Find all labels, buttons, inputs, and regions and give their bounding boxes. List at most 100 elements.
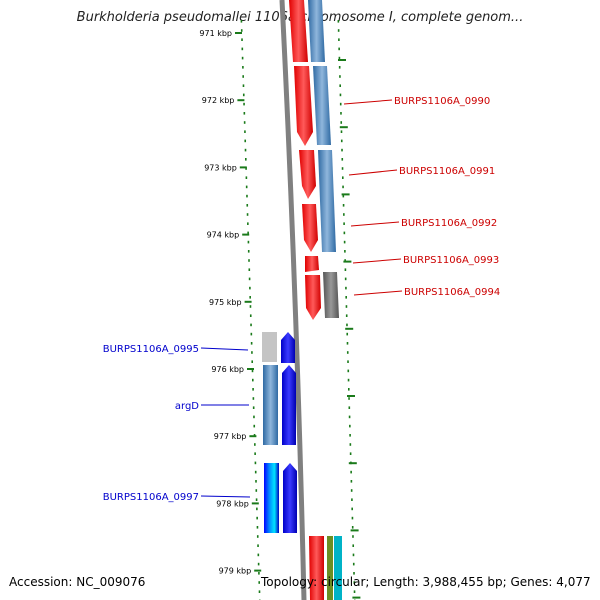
- gene-red-0993[interactable]: [305, 256, 319, 272]
- ring-dot: [349, 452, 352, 455]
- gene-labels: BURPS1106A_0990 BURPS1106A_0991 BURPS1106A…: [103, 96, 501, 503]
- ring-dot: [350, 489, 353, 492]
- inner-dotted-ring: [240, 20, 261, 600]
- ring-dot: [257, 544, 259, 547]
- ring-dot: [254, 443, 256, 446]
- ring-dot: [247, 250, 250, 253]
- gene-label[interactable]: BURPS1106A_0995: [103, 344, 199, 355]
- ring-dot: [352, 562, 355, 566]
- label-leader-line: [350, 221, 400, 227]
- ring-dot: [257, 553, 260, 557]
- ring-dot: [247, 240, 250, 244]
- gene-red-0994[interactable]: [305, 275, 321, 320]
- gene-red-0992[interactable]: [302, 204, 318, 252]
- gene-blue-0995[interactable]: [281, 332, 295, 363]
- ring-dot: [347, 388, 350, 391]
- ring-dot: [243, 112, 246, 115]
- ring-dot: [342, 204, 345, 207]
- ring-dot: [346, 323, 348, 327]
- ring-dot: [352, 535, 354, 538]
- ring-dot: [349, 434, 351, 437]
- ring-dot: [256, 507, 258, 511]
- gene-label[interactable]: BURPS1106A_0993: [403, 255, 499, 266]
- label-leader-line: [353, 290, 403, 296]
- gene-steel-b[interactable]: [313, 66, 331, 145]
- ring-dot: [337, 20, 340, 23]
- gene-label[interactable]: BURPS1106A_0994: [404, 287, 500, 298]
- tick-label: 974 kbp: [207, 231, 240, 240]
- ring-dot: [343, 231, 346, 235]
- ring-dot: [350, 470, 352, 474]
- ring-dot: [240, 20, 243, 23]
- ring-dot: [340, 139, 343, 143]
- ring-dot: [242, 93, 245, 97]
- ring-dot: [245, 158, 247, 161]
- ring-dot: [348, 415, 351, 419]
- ring-dot: [338, 56, 341, 60]
- gene-label[interactable]: argD: [175, 401, 199, 412]
- forward-genes: [289, 0, 342, 600]
- ring-dot: [352, 544, 355, 547]
- ring-dot: [247, 222, 249, 225]
- ring-dot: [241, 56, 244, 60]
- ring-dot: [340, 121, 343, 124]
- ring-dot: [245, 176, 248, 179]
- ring-dot: [253, 424, 256, 428]
- ring-dot: [348, 406, 351, 409]
- gene-label[interactable]: BURPS1106A_0991: [399, 166, 495, 177]
- ring-dot: [349, 424, 351, 428]
- gene-red-0991[interactable]: [299, 150, 316, 199]
- gene-olive-lower[interactable]: [327, 536, 333, 600]
- ring-dot: [346, 351, 349, 354]
- tick-label: 978 kbp: [216, 499, 249, 508]
- ring-dot: [344, 250, 346, 253]
- tick-label: 977 kbp: [214, 432, 247, 441]
- ring-dot: [243, 121, 246, 124]
- ring-dot: [349, 443, 352, 446]
- gene-steel-argD[interactable]: [263, 365, 278, 445]
- gene-cyan-lower[interactable]: [334, 536, 342, 600]
- gene-lightgray-0995[interactable]: [262, 332, 277, 362]
- gene-blue-argD[interactable]: [282, 365, 296, 445]
- gene-red-0990[interactable]: [289, 0, 308, 62]
- ring-dot: [351, 498, 353, 501]
- tick-label: 973 kbp: [204, 163, 237, 172]
- ring-dot: [249, 314, 252, 317]
- ring-dot: [254, 461, 257, 465]
- ring-dot: [252, 397, 255, 400]
- ring-dot: [350, 480, 353, 483]
- gene-label[interactable]: BURPS1106A_0997: [103, 492, 199, 503]
- gene-blue-0997[interactable]: [283, 463, 297, 533]
- label-leader-line: [343, 99, 393, 105]
- topology-text: Topology: circular; Length: 3,988,455 bp…: [261, 575, 591, 589]
- reverse-genes: [262, 332, 297, 533]
- ring-dot: [339, 93, 342, 97]
- gene-cyan-0997[interactable]: [264, 463, 279, 533]
- gene-gray-0994[interactable]: [323, 272, 339, 318]
- ring-dot: [241, 38, 243, 41]
- ring-dot: [353, 572, 355, 575]
- ring-dot: [249, 305, 252, 308]
- ring-dot: [242, 66, 244, 69]
- ring-dot: [258, 581, 261, 584]
- ring-dot: [255, 498, 258, 501]
- ring-dot: [256, 526, 259, 529]
- ring-dot: [340, 130, 343, 133]
- gene-label[interactable]: BURPS1106A_0992: [401, 218, 497, 229]
- ring-dot: [248, 259, 250, 262]
- outer-dotted-ring: [337, 20, 356, 600]
- ring-dot: [250, 332, 253, 336]
- gene-red-lower[interactable]: [309, 536, 324, 600]
- ring-dot: [342, 185, 344, 189]
- ring-dot: [341, 148, 343, 152]
- ring-dot: [256, 535, 259, 538]
- ring-dot: [249, 286, 251, 290]
- ring-dot: [353, 581, 356, 584]
- gene-steel-a[interactable]: [308, 0, 325, 62]
- gene-steel-c[interactable]: [318, 150, 336, 252]
- ring-dot: [242, 75, 244, 78]
- ring-dot: [353, 590, 356, 593]
- gene-red-0990b[interactable]: [294, 66, 313, 146]
- gene-label[interactable]: BURPS1106A_0990: [394, 96, 490, 107]
